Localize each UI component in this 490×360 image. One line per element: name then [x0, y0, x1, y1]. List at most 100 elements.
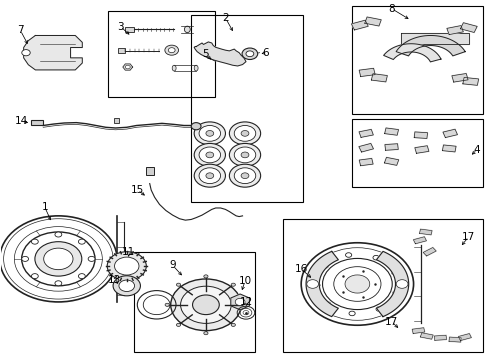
Polygon shape [351, 20, 368, 30]
Circle shape [229, 143, 261, 166]
Text: 15: 15 [131, 185, 144, 195]
Circle shape [171, 279, 241, 330]
Polygon shape [359, 143, 373, 152]
Circle shape [241, 152, 249, 158]
Polygon shape [24, 36, 82, 70]
Polygon shape [384, 44, 441, 62]
Polygon shape [447, 26, 464, 35]
Polygon shape [420, 333, 433, 339]
Bar [351, 119, 484, 187]
Text: 5: 5 [202, 49, 209, 59]
Ellipse shape [184, 26, 190, 33]
Text: 8: 8 [388, 4, 395, 14]
Circle shape [242, 48, 258, 59]
Polygon shape [359, 129, 373, 138]
Bar [283, 220, 484, 352]
Polygon shape [396, 36, 465, 56]
Circle shape [314, 283, 320, 288]
Circle shape [345, 253, 352, 257]
Circle shape [78, 239, 85, 244]
Circle shape [31, 274, 38, 279]
Bar [147, 167, 154, 175]
Circle shape [35, 242, 82, 276]
Polygon shape [442, 145, 456, 152]
Text: 14: 14 [15, 116, 28, 126]
Circle shape [165, 303, 170, 306]
Polygon shape [452, 73, 468, 82]
Circle shape [115, 257, 139, 275]
Circle shape [246, 51, 254, 57]
Circle shape [194, 143, 225, 166]
Polygon shape [434, 335, 446, 340]
Polygon shape [415, 146, 429, 153]
Polygon shape [449, 337, 461, 342]
Text: 6: 6 [262, 48, 269, 58]
Text: 11: 11 [122, 247, 135, 257]
Circle shape [376, 307, 382, 311]
Ellipse shape [194, 65, 198, 71]
Text: 9: 9 [170, 260, 176, 270]
Circle shape [349, 311, 355, 316]
Polygon shape [365, 17, 381, 26]
Polygon shape [306, 251, 338, 316]
Circle shape [168, 48, 175, 53]
Polygon shape [123, 64, 133, 70]
Polygon shape [414, 237, 426, 244]
Circle shape [119, 280, 135, 292]
Circle shape [194, 164, 225, 187]
Circle shape [322, 264, 328, 268]
Bar [134, 252, 255, 352]
Circle shape [204, 275, 208, 278]
Polygon shape [371, 74, 388, 82]
Circle shape [31, 239, 38, 244]
Circle shape [206, 131, 214, 136]
Polygon shape [401, 33, 469, 44]
Polygon shape [412, 328, 425, 333]
Circle shape [199, 168, 221, 184]
Circle shape [206, 173, 214, 179]
Bar [114, 118, 119, 123]
Circle shape [44, 248, 73, 270]
Polygon shape [461, 23, 477, 32]
Circle shape [199, 126, 221, 141]
Bar [125, 27, 134, 32]
Text: 12: 12 [239, 297, 253, 307]
Circle shape [107, 252, 147, 280]
Circle shape [181, 286, 231, 323]
Circle shape [231, 283, 235, 286]
Circle shape [393, 291, 399, 295]
Circle shape [243, 303, 247, 306]
Circle shape [199, 147, 221, 163]
Polygon shape [419, 229, 432, 235]
Polygon shape [359, 68, 375, 77]
Circle shape [229, 122, 261, 145]
Text: 7: 7 [17, 25, 24, 35]
Circle shape [125, 65, 130, 69]
Polygon shape [194, 42, 246, 66]
Text: 3: 3 [117, 22, 123, 32]
Circle shape [193, 295, 220, 315]
Polygon shape [414, 132, 428, 139]
Polygon shape [231, 294, 249, 310]
Circle shape [191, 123, 201, 130]
Text: 17: 17 [385, 317, 398, 327]
Circle shape [231, 323, 235, 327]
Bar [191, 15, 303, 202]
Circle shape [78, 274, 85, 279]
Circle shape [392, 270, 398, 275]
Circle shape [235, 298, 245, 306]
Circle shape [396, 280, 408, 288]
Circle shape [234, 168, 256, 184]
Text: 1: 1 [41, 202, 48, 212]
Text: 17: 17 [462, 232, 475, 242]
Circle shape [229, 164, 261, 187]
Circle shape [234, 147, 256, 163]
Text: 10: 10 [239, 276, 251, 286]
Circle shape [176, 283, 181, 286]
Text: 2: 2 [222, 13, 229, 23]
Circle shape [324, 302, 331, 306]
Circle shape [176, 323, 181, 327]
Polygon shape [385, 128, 398, 135]
Circle shape [204, 332, 208, 335]
Circle shape [22, 256, 28, 261]
